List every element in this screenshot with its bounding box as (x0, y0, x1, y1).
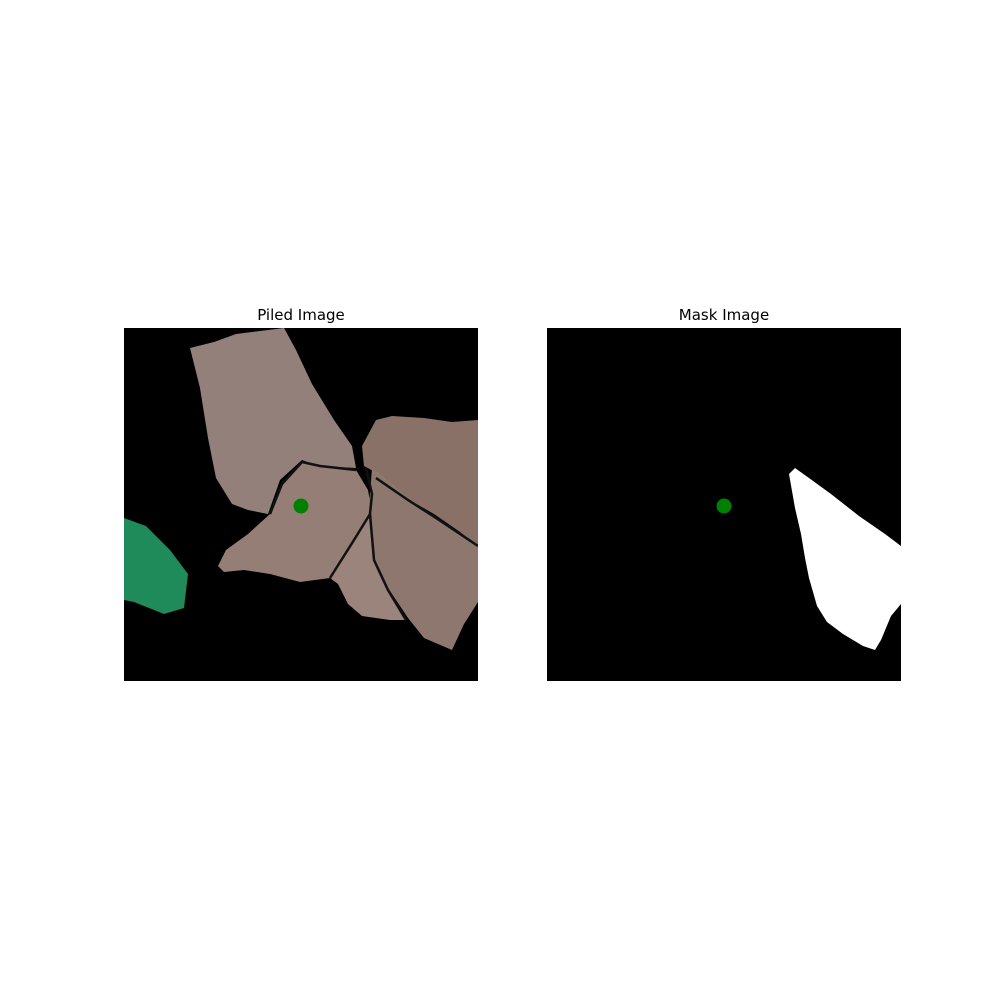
cloth-piece-lower-middle (330, 512, 406, 620)
piled-image-panel (124, 328, 478, 681)
segmentation-mask-region (789, 468, 901, 650)
mask-image-canvas (547, 328, 901, 681)
mask-image-panel (547, 328, 901, 681)
cloth-piece-center (218, 462, 372, 582)
cloth-piece-top-right (362, 416, 478, 546)
cloth-seam (301, 460, 357, 472)
green-cloth-piece (124, 518, 188, 614)
piled-image-title: Piled Image (257, 306, 345, 324)
cloth-seam (368, 513, 408, 621)
cloth-seam (375, 476, 478, 548)
cloth-piece-lower-right (368, 468, 478, 650)
grasp-point-marker (716, 498, 732, 514)
cloth-seam (268, 461, 303, 515)
piled-image-canvas (124, 328, 478, 681)
cloth-piece-tall (190, 328, 356, 514)
mask-image-title: Mask Image (678, 306, 770, 324)
grasp-point-marker (293, 498, 309, 514)
